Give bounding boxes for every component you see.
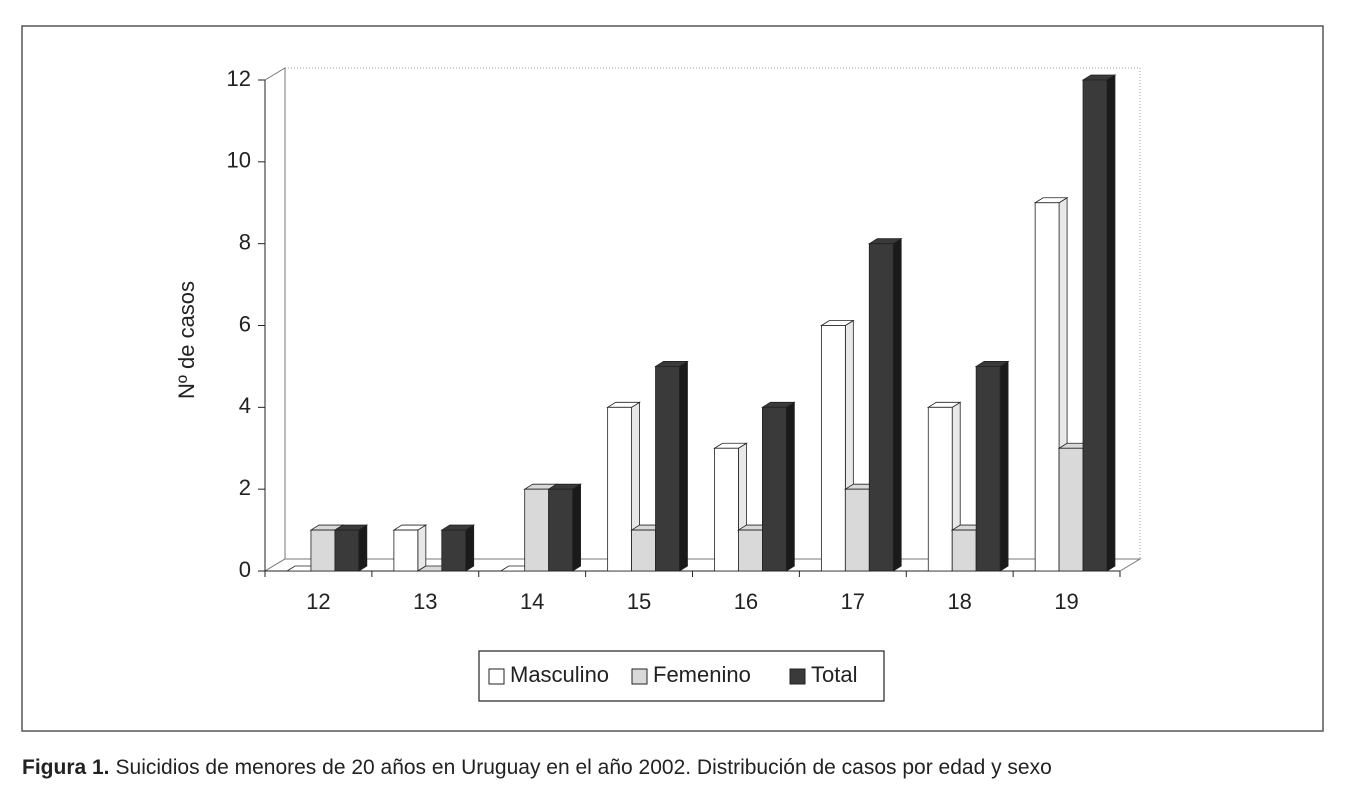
- bar: [441, 529, 467, 572]
- bar-side: [892, 237, 902, 572]
- bar: [655, 366, 680, 572]
- bar: [524, 488, 550, 572]
- bar: [927, 406, 953, 572]
- bar: [607, 406, 632, 572]
- figure-frame: [21, 25, 1324, 732]
- bar: [1058, 447, 1084, 572]
- y-tick-label: 12: [227, 66, 251, 91]
- y-tick-label: 6: [239, 311, 251, 336]
- bar-side: [785, 401, 795, 572]
- bar-side: [358, 524, 368, 572]
- y-tick-label: 8: [239, 229, 251, 254]
- x-tick-label: 12: [306, 589, 330, 614]
- x-tick-label: 16: [734, 589, 758, 614]
- side-wall: [264, 67, 286, 572]
- bar: [1082, 79, 1108, 572]
- bar: [310, 529, 336, 572]
- legend-label: Masculino: [510, 662, 609, 687]
- legend-swatch: [631, 668, 648, 685]
- bar-side: [572, 483, 581, 572]
- figure-label: Figura 1.: [22, 756, 110, 779]
- bar-side: [999, 360, 1009, 572]
- y-tick-label: 4: [239, 393, 251, 418]
- legend-label: Total: [811, 662, 857, 687]
- y-tick-label: 0: [239, 557, 251, 582]
- y-tick-label: 2: [239, 475, 251, 500]
- y-tick-label: 10: [227, 148, 251, 173]
- legend-label: Femenino: [653, 662, 751, 687]
- x-tick-label: 14: [520, 589, 544, 614]
- bar-side: [417, 524, 427, 572]
- bar: [334, 529, 360, 572]
- bar-side: [465, 524, 475, 572]
- x-tick-label: 18: [947, 589, 971, 614]
- caption: Figura 1. Suicidios de menores de 20 años…: [22, 756, 1052, 779]
- back-wall: [284, 67, 1141, 560]
- bar: [393, 529, 419, 572]
- bar-side: [1106, 74, 1116, 572]
- x-tick-label: 17: [841, 589, 865, 614]
- legend-swatch: [488, 668, 505, 685]
- bar: [1034, 202, 1060, 572]
- bar: [951, 529, 977, 572]
- legend-box: [478, 650, 885, 702]
- legend-swatch: [789, 668, 806, 685]
- bar: [761, 406, 787, 572]
- x-tick-label: 15: [627, 589, 651, 614]
- bar: [738, 529, 763, 572]
- bar: [631, 529, 656, 572]
- bar: [844, 488, 870, 572]
- caption-text: Suicidios de menores de 20 años en Urugu…: [116, 756, 1052, 779]
- x-tick-label: 13: [413, 589, 437, 614]
- bar: [975, 366, 1001, 572]
- bar: [548, 488, 573, 572]
- bar: [820, 325, 846, 572]
- bar: [868, 243, 894, 572]
- x-tick-label: 19: [1054, 589, 1078, 614]
- bar-side: [679, 360, 688, 572]
- y-axis-label: Nº de casos: [174, 281, 199, 399]
- bar: [714, 447, 739, 572]
